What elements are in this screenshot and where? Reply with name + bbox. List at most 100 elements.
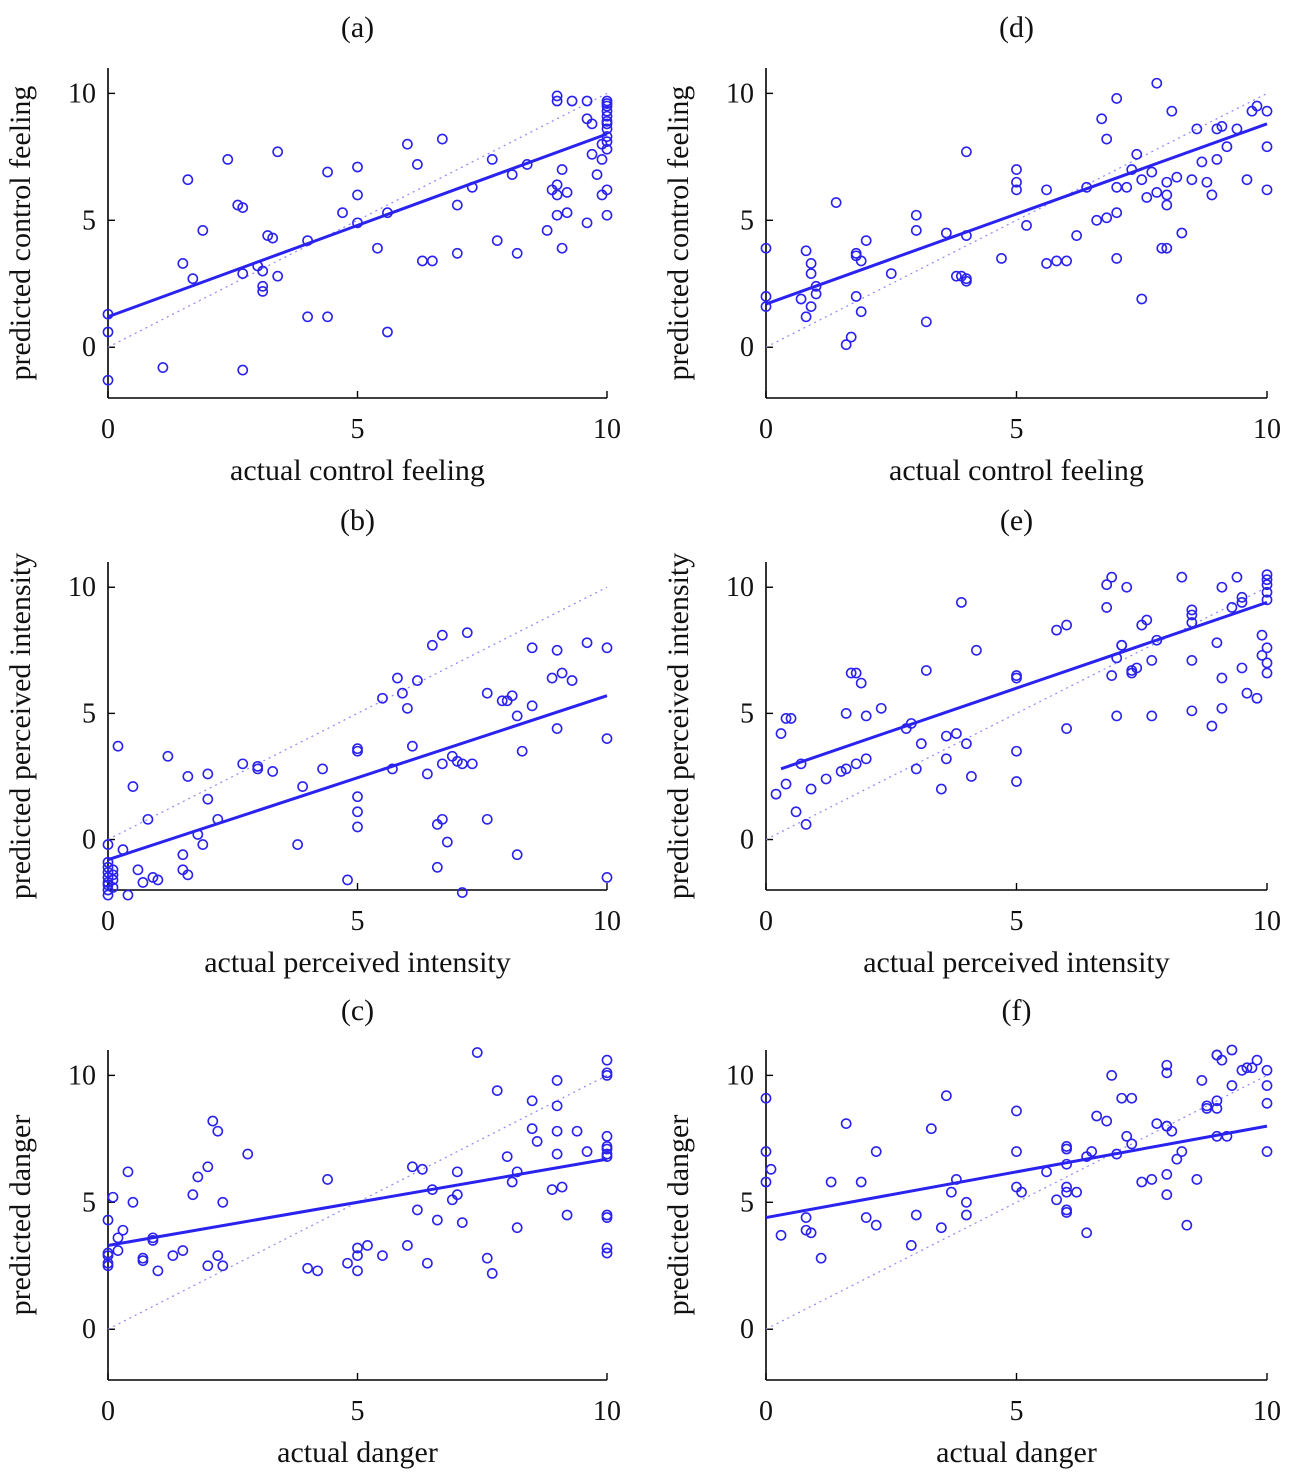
chart-panel-2: (b) 0 5 10 0 5 10 actual perceived intensity pre… <box>4 504 621 979</box>
data-point <box>561 186 573 198</box>
data-point <box>1261 1064 1273 1076</box>
data-point <box>870 1146 882 1157</box>
data-point <box>102 866 114 878</box>
data-point <box>1261 1146 1273 1157</box>
data-point <box>102 374 114 386</box>
data-point <box>187 1189 199 1201</box>
data-point <box>406 1161 418 1173</box>
fit-line <box>107 132 608 319</box>
data-point <box>471 1047 483 1058</box>
data-point <box>352 821 363 833</box>
x-axis-label: actual control feeling <box>889 454 1144 487</box>
data-point <box>137 877 149 888</box>
y-tick-label: 10 <box>726 1060 754 1091</box>
data-point <box>451 1166 463 1178</box>
data-point <box>102 1214 114 1226</box>
data-point <box>102 839 114 850</box>
data-point <box>971 644 982 656</box>
x-tick-label: 0 <box>101 906 115 937</box>
data-point <box>401 702 413 714</box>
data-point <box>1086 1146 1098 1157</box>
data-point <box>317 763 328 775</box>
y-axis-label: predicted danger <box>662 1115 695 1316</box>
data-point <box>411 159 423 170</box>
data-point <box>601 1212 613 1223</box>
data-point <box>157 362 169 373</box>
data-point <box>1126 665 1138 676</box>
chart-panel-6: (f) 0 5 10 0 5 10 actual danger predicted danger <box>662 994 1281 1469</box>
data-point <box>551 209 563 221</box>
data-point <box>1186 174 1198 186</box>
data-point <box>1041 1166 1052 1178</box>
data-point <box>1126 1092 1138 1104</box>
x-tick-label: 0 <box>101 414 115 445</box>
data-point <box>352 161 363 173</box>
data-point <box>596 189 608 201</box>
data-point <box>411 675 423 686</box>
data-point <box>1136 293 1148 305</box>
data-point <box>401 1240 413 1251</box>
data-point <box>1191 123 1203 135</box>
data-point <box>940 753 952 765</box>
data-point <box>925 1123 937 1135</box>
data-point <box>840 763 852 775</box>
data-point <box>910 763 922 775</box>
data-point <box>840 1118 852 1130</box>
x-tick-label: 10 <box>1253 1396 1281 1427</box>
data-point <box>222 153 234 165</box>
y-tick-label: 10 <box>726 78 754 109</box>
y-tick-label: 0 <box>82 1314 96 1345</box>
data-point <box>780 713 792 724</box>
data-point <box>102 326 114 338</box>
data-point <box>800 245 812 257</box>
data-point <box>122 1166 134 1178</box>
data-point <box>416 255 428 267</box>
data-point <box>1206 720 1218 732</box>
data-point <box>382 326 393 338</box>
data-point <box>1241 174 1253 186</box>
data-point <box>1091 214 1103 226</box>
data-point <box>506 690 518 702</box>
data-point <box>955 596 967 608</box>
data-point <box>202 793 214 805</box>
x-tick-label: 5 <box>1010 414 1024 445</box>
chart-panel-4: (d) 0 5 10 0 5 10 actual control feeling predict… <box>662 11 1281 487</box>
data-point <box>765 1163 777 1175</box>
data-point <box>601 100 613 112</box>
data-point <box>785 713 797 724</box>
y-axis-label: predicted perceived intensity <box>4 553 37 900</box>
data-point <box>352 1265 363 1277</box>
data-point <box>940 227 952 239</box>
data-point <box>855 306 867 318</box>
data-point <box>1176 227 1188 239</box>
data-point <box>352 745 363 757</box>
chart-title: (b) <box>340 504 375 537</box>
x-axis-label: actual perceived intensity <box>863 946 1170 979</box>
data-point <box>352 806 363 818</box>
data-point <box>546 1184 558 1196</box>
data-point <box>760 1092 772 1104</box>
data-point <box>337 207 348 219</box>
data-point <box>945 1186 957 1198</box>
data-point <box>601 642 613 654</box>
data-point <box>1146 166 1158 178</box>
y-axis-label: predicted control feeling <box>662 86 695 381</box>
y-tick-label: 5 <box>82 205 96 236</box>
data-point <box>531 1135 543 1147</box>
data-point <box>127 1196 139 1208</box>
data-point <box>1226 602 1238 613</box>
data-point <box>292 839 304 850</box>
y-tick-label: 5 <box>740 698 754 729</box>
data-point <box>1111 207 1123 219</box>
data-point <box>137 1255 149 1267</box>
data-point <box>1261 574 1273 586</box>
data-point <box>501 1151 513 1163</box>
data-point <box>1256 649 1268 661</box>
data-point <box>451 199 463 211</box>
data-point <box>1176 571 1188 583</box>
data-point <box>1051 624 1062 636</box>
data-point <box>1261 569 1273 581</box>
data-point <box>411 1204 423 1216</box>
data-point <box>775 1229 787 1241</box>
data-point <box>372 242 383 254</box>
